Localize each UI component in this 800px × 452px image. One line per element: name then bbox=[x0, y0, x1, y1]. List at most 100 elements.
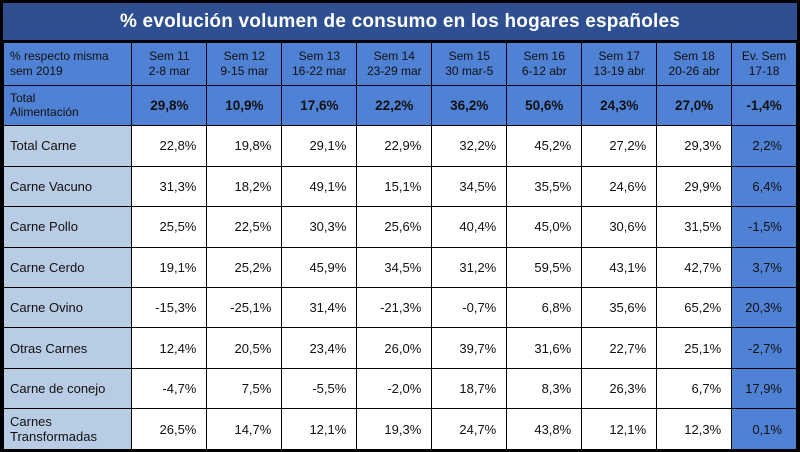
cell-value: 35,6% bbox=[582, 287, 657, 328]
cell-ev: -1,4% bbox=[732, 85, 796, 126]
cell-ev: 0,1% bbox=[732, 409, 796, 449]
row-label: Otras Carnes bbox=[4, 328, 132, 368]
cell-value: 45,2% bbox=[507, 126, 582, 166]
cell-value: 12,1% bbox=[282, 409, 357, 449]
cell-value: 43,1% bbox=[582, 247, 657, 287]
cell-value: 15,1% bbox=[357, 166, 432, 207]
cell-value: 31,3% bbox=[132, 166, 207, 207]
header-ev-line2: 17-18 bbox=[748, 63, 780, 78]
cell-ev: 17,9% bbox=[732, 368, 796, 409]
header-week-name: Sem 11 bbox=[149, 48, 190, 63]
cell-value: 12,3% bbox=[657, 409, 732, 449]
header-week-dates: 6-12 abr bbox=[521, 63, 567, 78]
cell-value: 19,3% bbox=[357, 409, 432, 449]
header-week: Sem 15 30 mar-5 bbox=[432, 43, 507, 85]
header-week-dates: 20-26 abr bbox=[668, 63, 720, 78]
header-ev: Ev. Sem 17-18 bbox=[732, 43, 796, 85]
cell-value: 12,1% bbox=[582, 409, 657, 449]
cell-value: 6,7% bbox=[657, 368, 732, 409]
cell-value: 19,1% bbox=[132, 247, 207, 287]
header-week-name: Sem 13 bbox=[298, 48, 340, 63]
row-label: Carne de conejo bbox=[4, 368, 132, 409]
cell-ev: 20,3% bbox=[732, 287, 796, 328]
cell-value: 18,2% bbox=[207, 166, 282, 207]
table-title: % evolución volumen de consumo en los ho… bbox=[3, 3, 797, 40]
table-row: Carne Cerdo 19,1% 25,2% 45,9% 34,5% 31,2% 59,5… bbox=[4, 247, 796, 287]
cell-value: -2,0% bbox=[357, 368, 432, 409]
row-label: Carne Cerdo bbox=[4, 247, 132, 287]
row-label: Total Alimentación bbox=[4, 85, 132, 126]
cell-value: 22,2% bbox=[357, 85, 432, 126]
cell-value: 34,5% bbox=[432, 166, 507, 207]
header-first-col: % respecto misma sem 2019 bbox=[4, 43, 132, 85]
cell-value: 36,2% bbox=[432, 85, 507, 126]
header-week-dates: 16-22 mar bbox=[291, 63, 347, 78]
cell-value: 27,0% bbox=[657, 85, 732, 126]
cell-value: 59,5% bbox=[507, 247, 582, 287]
cell-ev: -1,5% bbox=[732, 207, 796, 247]
cell-value: 65,2% bbox=[657, 287, 732, 328]
header-week-dates: 9-15 mar bbox=[220, 63, 269, 78]
cell-value: 25,6% bbox=[357, 207, 432, 247]
header-first-line1: % respecto misma bbox=[10, 48, 109, 63]
table-row: Carne de conejo -4,7% 7,5% -5,5% -2,0% 18,7% 8… bbox=[4, 368, 796, 409]
row-label-line: Otras Carnes bbox=[10, 340, 88, 356]
cell-value: 24,6% bbox=[582, 166, 657, 207]
table-row: Carnes Transformadas 26,5% 14,7% 12,1% 19,3% 2… bbox=[4, 409, 796, 449]
cell-value: 23,4% bbox=[282, 328, 357, 368]
row-label: Carnes Transformadas bbox=[4, 409, 132, 449]
header-week: Sem 11 2-8 mar bbox=[132, 43, 207, 85]
cell-value: 29,9% bbox=[657, 166, 732, 207]
cell-value: -4,7% bbox=[132, 368, 207, 409]
header-week-name: Sem 16 bbox=[523, 48, 565, 63]
header-week-name: Sem 15 bbox=[448, 48, 490, 63]
table-row: Carne Ovino -15,3% -25,1% 31,4% -21,3% -0,7% 6… bbox=[4, 287, 796, 328]
cell-value: 43,8% bbox=[507, 409, 582, 449]
cell-value: 26,0% bbox=[357, 328, 432, 368]
header-week: Sem 13 16-22 mar bbox=[282, 43, 357, 85]
cell-value: 10,9% bbox=[207, 85, 282, 126]
row-label-line: Carne Cerdo bbox=[10, 259, 85, 275]
cell-value: 45,0% bbox=[507, 207, 582, 247]
cell-value: 25,5% bbox=[132, 207, 207, 247]
row-label: Total Carne bbox=[4, 126, 132, 166]
header-week-name: Sem 12 bbox=[223, 48, 266, 63]
header-week-name: Sem 17 bbox=[598, 48, 640, 63]
cell-value: 7,5% bbox=[207, 368, 282, 409]
cell-value: -5,5% bbox=[282, 368, 357, 409]
row-label: Carne Ovino bbox=[4, 287, 132, 328]
cell-value: 49,1% bbox=[282, 166, 357, 207]
cell-value: 22,7% bbox=[582, 328, 657, 368]
header-week: Sem 12 9-15 mar bbox=[207, 43, 282, 85]
cell-value: 50,6% bbox=[507, 85, 582, 126]
header-week-name: Sem 14 bbox=[373, 48, 415, 63]
row-label-line: Carne Pollo bbox=[10, 219, 78, 235]
cell-value: 12,4% bbox=[132, 328, 207, 368]
row-label-line: Total Carne bbox=[10, 138, 77, 154]
row-label-line: Carnes bbox=[10, 414, 52, 430]
cell-value: 24,7% bbox=[432, 409, 507, 449]
table-row: Carne Pollo 25,5% 22,5% 30,3% 25,6% 40,4% 45,0… bbox=[4, 207, 796, 247]
cell-ev: -2,7% bbox=[732, 328, 796, 368]
cell-value: 26,5% bbox=[132, 409, 207, 449]
row-label-line: Total bbox=[10, 91, 36, 106]
cell-value: 32,2% bbox=[432, 126, 507, 166]
cell-value: 26,3% bbox=[582, 368, 657, 409]
cell-value: 19,8% bbox=[207, 126, 282, 166]
cell-value: 31,2% bbox=[432, 247, 507, 287]
row-label-line: Carne de conejo bbox=[10, 381, 106, 397]
cell-value: 39,7% bbox=[432, 328, 507, 368]
row-label-line: Carne Ovino bbox=[10, 300, 83, 316]
header-week: Sem 14 23-29 mar bbox=[357, 43, 432, 85]
cell-value: 17,6% bbox=[282, 85, 357, 126]
cell-value: 29,3% bbox=[657, 126, 732, 166]
cell-value: 31,4% bbox=[282, 287, 357, 328]
total-row: Total Alimentación 29,8% 10,9% 17,6% 22,2% 36,… bbox=[4, 85, 796, 126]
header-week-name: Sem 18 bbox=[673, 48, 715, 63]
cell-value: 34,5% bbox=[357, 247, 432, 287]
cell-value: 22,5% bbox=[207, 207, 282, 247]
header-first-line2: sem 2019 bbox=[10, 63, 63, 78]
row-label: Carne Pollo bbox=[4, 207, 132, 247]
cell-ev: 6,4% bbox=[732, 166, 796, 207]
